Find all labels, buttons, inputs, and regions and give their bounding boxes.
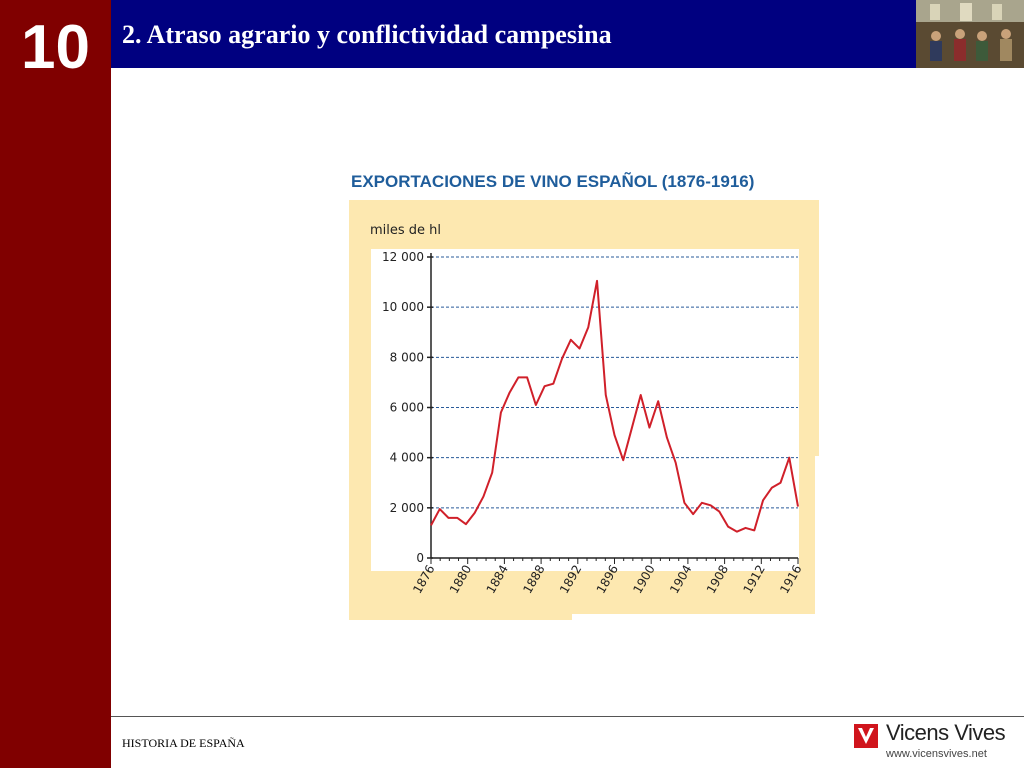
brand-mark-icon <box>854 724 878 748</box>
y-axis-unit-label: miles de hl <box>370 223 441 238</box>
y-tick-label: 8 000 <box>390 350 424 364</box>
historical-painting-thumbnail <box>916 0 1024 68</box>
brand-url: www.vicensvives.net <box>886 748 987 760</box>
title-bar: 2. Atraso agrario y conflictividad campe… <box>111 0 916 68</box>
footer-label: HISTORIA DE ESPAÑA <box>122 736 245 750</box>
brand-name: Vicens Vives <box>886 720 1006 745</box>
chapter-number: 10 <box>21 13 90 82</box>
y-tick-label: 4 000 <box>390 451 424 465</box>
chart-title: EXPORTACIONES DE VINO ESPAÑOL (1876-1916… <box>351 172 755 191</box>
y-tick-label: 6 000 <box>390 401 424 415</box>
exports-line <box>430 279 799 533</box>
plot-background <box>371 249 799 571</box>
chapter-sidebar: 10 <box>0 0 111 768</box>
y-tick-label: 2 000 <box>390 501 424 515</box>
y-tick-label: 10 000 <box>382 300 424 314</box>
vicens-vives-logo: Vicens Vives www.vicensvives.net <box>852 720 1012 766</box>
slide-title: 2. Atraso agrario y conflictividad campe… <box>122 20 612 49</box>
wine-exports-chart: miles de hl 0 2 000 4 000 6 000 8 000 10 000 1… <box>349 200 819 620</box>
y-tick-label: 12 000 <box>382 250 424 264</box>
footer-divider <box>111 716 1024 717</box>
y-tick-label: 0 <box>416 551 424 565</box>
